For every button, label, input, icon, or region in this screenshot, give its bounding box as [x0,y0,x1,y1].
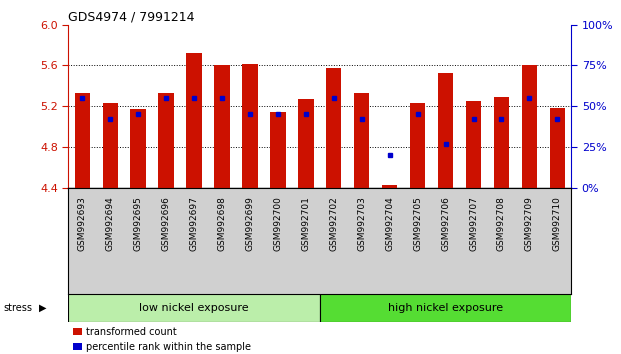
Bar [320,294,571,322]
Bar [214,65,230,188]
Text: high nickel exposure: high nickel exposure [388,303,503,313]
Text: GSM992698: GSM992698 [217,196,227,251]
Text: GSM992699: GSM992699 [245,196,255,251]
Bar [550,108,565,188]
Text: GDS4974 / 7991214: GDS4974 / 7991214 [68,11,195,24]
Bar [242,64,258,188]
Bar [102,103,118,188]
Bar [466,101,481,188]
Text: GSM992695: GSM992695 [134,196,143,251]
Bar [494,97,509,188]
Text: GSM992709: GSM992709 [525,196,534,251]
Bar [68,294,320,322]
Text: GSM992701: GSM992701 [301,196,310,251]
Text: low nickel exposure: low nickel exposure [139,303,249,313]
Text: GSM992694: GSM992694 [106,196,115,251]
Text: GSM992704: GSM992704 [385,196,394,251]
Text: GSM992697: GSM992697 [189,196,199,251]
Text: GSM992705: GSM992705 [413,196,422,251]
Bar [354,93,369,188]
Text: GSM992708: GSM992708 [497,196,506,251]
Text: GSM992702: GSM992702 [329,196,338,251]
Text: GSM992710: GSM992710 [553,196,562,251]
Bar [410,103,425,188]
Text: GSM992700: GSM992700 [273,196,283,251]
Bar [326,68,342,188]
Text: GSM992693: GSM992693 [78,196,87,251]
Bar [382,184,397,188]
Bar [438,73,453,188]
Bar [158,93,174,188]
Bar [75,93,90,188]
Bar [130,109,146,188]
Text: GSM992707: GSM992707 [469,196,478,251]
Text: stress: stress [3,303,32,313]
Legend: transformed count, percentile rank within the sample: transformed count, percentile rank withi… [73,327,251,352]
Text: GSM992703: GSM992703 [357,196,366,251]
Bar [270,112,286,188]
Bar [298,99,314,188]
Bar [186,53,202,188]
Text: GSM992696: GSM992696 [161,196,171,251]
Text: GSM992706: GSM992706 [441,196,450,251]
Text: ▶: ▶ [39,303,46,313]
Bar [522,65,537,188]
